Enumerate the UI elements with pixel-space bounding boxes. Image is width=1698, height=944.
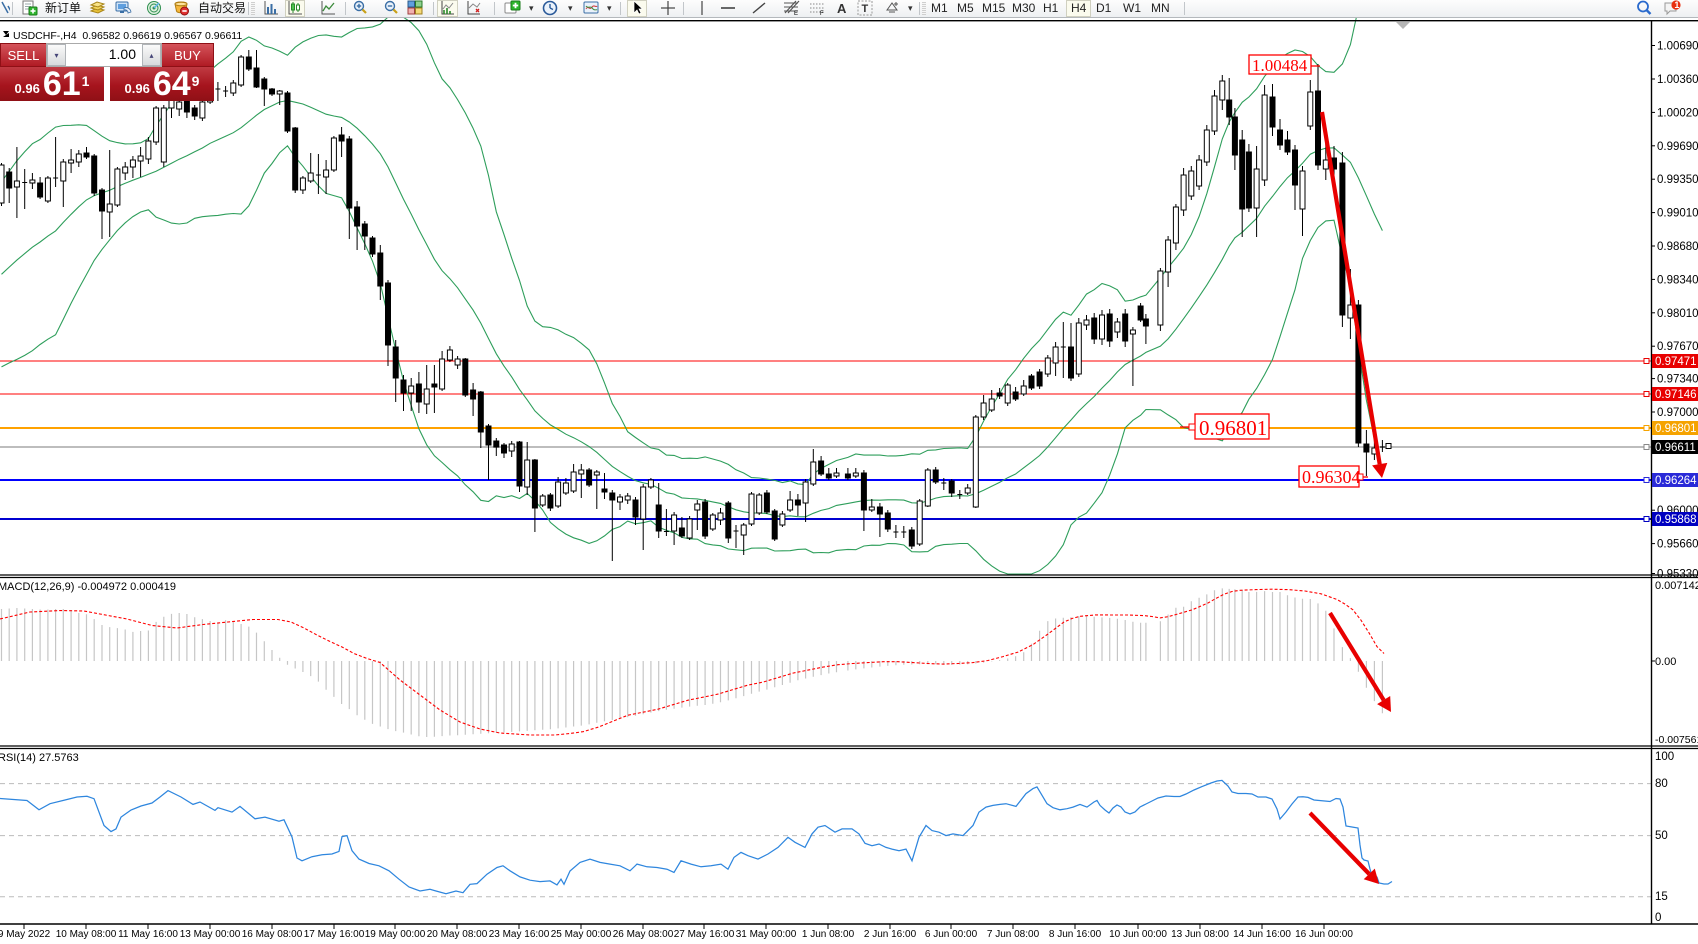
svg-text:25 May 00:00: 25 May 00:00 bbox=[551, 929, 612, 939]
svg-text:13 Jun 08:00: 13 Jun 08:00 bbox=[1171, 929, 1229, 939]
svg-text:80: 80 bbox=[1655, 778, 1668, 790]
svg-text:27 May 16:00: 27 May 16:00 bbox=[674, 929, 735, 939]
svg-text:0.96264: 0.96264 bbox=[1655, 475, 1697, 487]
svg-text:0.97340: 0.97340 bbox=[1657, 374, 1698, 386]
svg-text:-0.007561: -0.007561 bbox=[1655, 734, 1698, 746]
svg-text:0.96801: 0.96801 bbox=[1199, 416, 1267, 440]
svg-text:0.96801: 0.96801 bbox=[1655, 423, 1697, 435]
svg-text:10 May 08:00: 10 May 08:00 bbox=[56, 929, 117, 939]
svg-text:11 May 16:00: 11 May 16:00 bbox=[118, 929, 178, 939]
svg-text:13 May 00:00: 13 May 00:00 bbox=[180, 929, 241, 939]
svg-text:50: 50 bbox=[1655, 830, 1668, 842]
svg-text:0.99690: 0.99690 bbox=[1657, 141, 1698, 153]
svg-text:19 May 00:00: 19 May 00:00 bbox=[365, 929, 426, 939]
svg-text:26 May 08:00: 26 May 08:00 bbox=[613, 929, 674, 939]
svg-text:9 May 2022: 9 May 2022 bbox=[0, 929, 51, 939]
svg-text:RSI(14) 27.5763: RSI(14) 27.5763 bbox=[0, 752, 79, 764]
svg-text:100: 100 bbox=[1655, 751, 1674, 763]
svg-text:0.97670: 0.97670 bbox=[1657, 341, 1698, 353]
svg-text:23 May 16:00: 23 May 16:00 bbox=[489, 929, 550, 939]
svg-text:0.97471: 0.97471 bbox=[1655, 356, 1697, 368]
svg-text:MACD(12,26,9) -0.004972 0.0004: MACD(12,26,9) -0.004972 0.000419 bbox=[0, 581, 176, 593]
svg-text:0.99350: 0.99350 bbox=[1657, 174, 1698, 186]
svg-text:0.98010: 0.98010 bbox=[1657, 308, 1698, 320]
svg-text:7 Jun 08:00: 7 Jun 08:00 bbox=[987, 929, 1040, 939]
svg-text:0.98680: 0.98680 bbox=[1657, 241, 1698, 253]
svg-text:0.97146: 0.97146 bbox=[1655, 389, 1697, 401]
svg-text:6 Jun 00:00: 6 Jun 00:00 bbox=[925, 929, 978, 939]
svg-text:0.007142: 0.007142 bbox=[1655, 580, 1698, 592]
svg-text:20 May 08:00: 20 May 08:00 bbox=[427, 929, 488, 939]
svg-text:1.00020: 1.00020 bbox=[1657, 107, 1698, 119]
svg-text:8 Jun 16:00: 8 Jun 16:00 bbox=[1049, 929, 1102, 939]
svg-text:0.95868: 0.95868 bbox=[1655, 514, 1697, 526]
svg-text:1 Jun 08:00: 1 Jun 08:00 bbox=[802, 929, 855, 939]
svg-text:0.00: 0.00 bbox=[1655, 656, 1676, 668]
svg-text:17 May 16:00: 17 May 16:00 bbox=[304, 929, 365, 939]
svg-text:0.98340: 0.98340 bbox=[1657, 274, 1698, 286]
svg-text:2 Jun 16:00: 2 Jun 16:00 bbox=[864, 929, 917, 939]
svg-text:1.00484: 1.00484 bbox=[1252, 56, 1308, 75]
svg-text:15: 15 bbox=[1655, 891, 1668, 903]
svg-text:T: T bbox=[862, 3, 869, 15]
svg-text:0.96304: 0.96304 bbox=[1302, 467, 1361, 487]
svg-text:14 Jun 16:00: 14 Jun 16:00 bbox=[1233, 929, 1291, 939]
svg-text:31 May 00:00: 31 May 00:00 bbox=[736, 929, 797, 939]
svg-text:0: 0 bbox=[1655, 912, 1661, 924]
svg-text:0.95660: 0.95660 bbox=[1657, 539, 1698, 551]
svg-text:1.00360: 1.00360 bbox=[1657, 74, 1698, 86]
svg-text:F: F bbox=[820, 11, 824, 16]
svg-text:0.99010: 0.99010 bbox=[1657, 208, 1698, 220]
svg-text:1.00690: 1.00690 bbox=[1657, 41, 1698, 53]
svg-text:0.95330: 0.95330 bbox=[1657, 569, 1698, 581]
svg-text:16 Jun 00:00: 16 Jun 00:00 bbox=[1295, 929, 1353, 939]
svg-text:1: 1 bbox=[1674, 0, 1679, 10]
svg-text:E: E bbox=[794, 11, 798, 16]
svg-text:USDCHF-,H4 0.96582 0.96619 0.: USDCHF-,H4 0.96582 0.96619 0.96567 0.966… bbox=[13, 30, 242, 42]
svg-text:10 Jun 00:00: 10 Jun 00:00 bbox=[1109, 929, 1167, 939]
svg-text:0.97000: 0.97000 bbox=[1657, 407, 1698, 419]
svg-text:0.96611: 0.96611 bbox=[1655, 442, 1696, 454]
svg-text:16 May 08:00: 16 May 08:00 bbox=[242, 929, 303, 939]
